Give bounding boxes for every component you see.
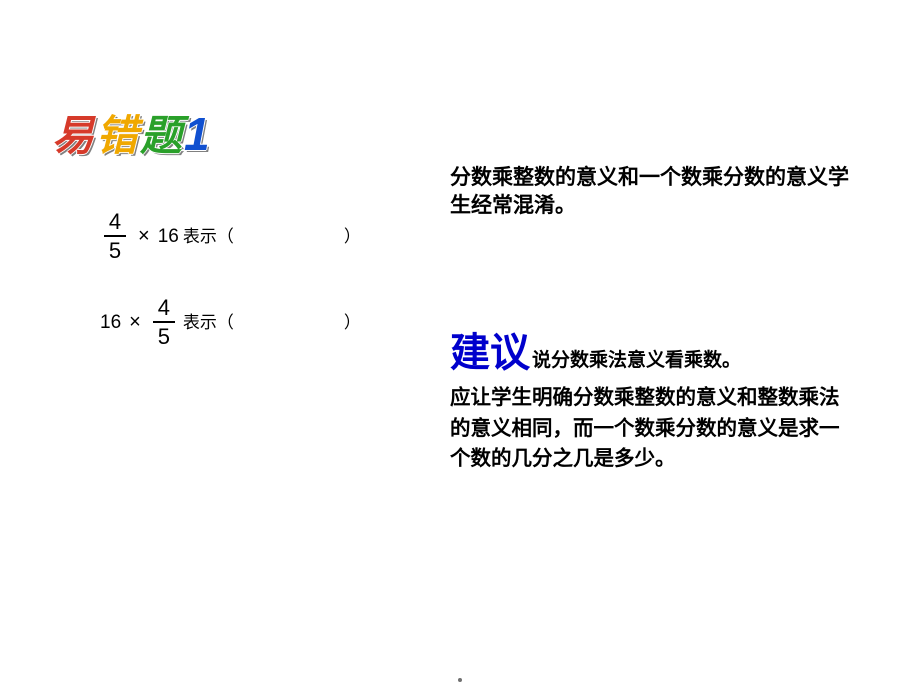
title-char-2: 题 [140, 102, 184, 163]
integer-operand: 16 [100, 313, 121, 332]
multiply-sign: × [138, 226, 150, 246]
advice-heading: 建议 [450, 331, 530, 375]
title-char-1: 错 [96, 102, 140, 163]
title-char-3: 1 [184, 107, 212, 161]
label-open: 表示（ [183, 313, 234, 332]
advice-firstline: 说分数乘法意义看乘数。 [532, 350, 741, 371]
fraction-numerator: 4 [158, 296, 170, 319]
intro-text: 分数乘整数的意义和一个数乘分数的意义学生经常混淆。 [450, 164, 850, 221]
slide: 易错题1 4 5 × 16 表示（ ） 16 × 4 5 表示（ ） [0, 0, 920, 690]
integer-operand: 16 [158, 227, 179, 246]
fraction-1: 4 5 [104, 210, 126, 262]
page-indicator-dot [458, 678, 462, 682]
blank-label-1: 表示（ ） [183, 228, 361, 245]
advice-body: 应让学生明确分数乘整数的意义和整数乘法的意义相同，而一个数乘分数的意义是求一个数… [450, 386, 840, 470]
fraction-2: 4 5 [153, 296, 175, 348]
fraction-bar [153, 321, 175, 323]
math-line-2: 16 × 4 5 表示（ ） [100, 296, 361, 348]
math-expressions: 4 5 × 16 表示（ ） 16 × 4 5 表示（ ） [100, 210, 361, 382]
label-close: ） [344, 227, 361, 246]
label-close: ） [344, 313, 361, 332]
label-open: 表示（ [183, 227, 234, 246]
fraction-denominator: 5 [158, 325, 170, 348]
blank-label-2: 表示（ ） [183, 314, 361, 331]
fraction-denominator: 5 [109, 239, 121, 262]
slide-title: 易错题1 [52, 102, 212, 163]
title-char-0: 易 [52, 102, 96, 163]
fraction-numerator: 4 [109, 210, 121, 233]
math-line-1: 4 5 × 16 表示（ ） [100, 210, 361, 262]
multiply-sign: × [129, 312, 141, 332]
fraction-bar [104, 235, 126, 237]
advice-block: 建议说分数乘法意义看乘数。 应让学生明确分数乘整数的意义和整数乘法的意义相同，而… [450, 324, 850, 474]
